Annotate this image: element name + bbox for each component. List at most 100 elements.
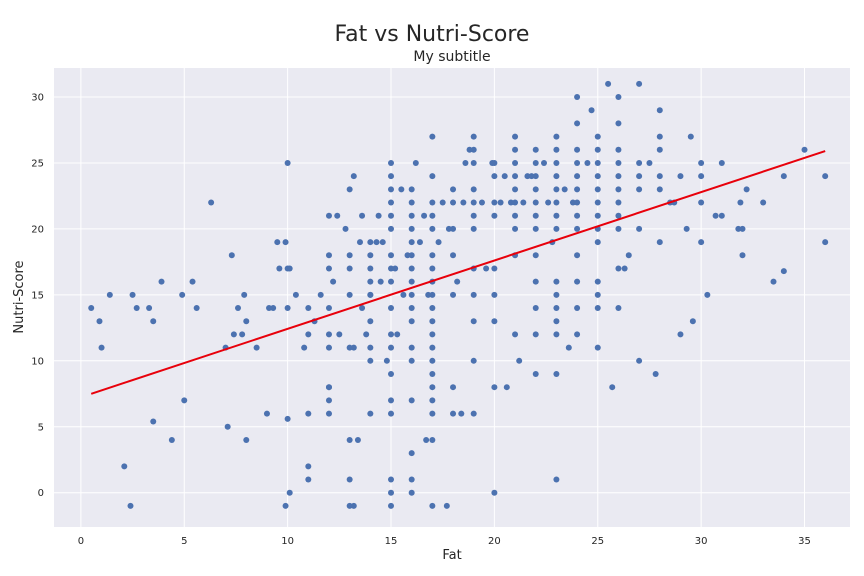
data-point (429, 397, 436, 404)
data-point (429, 291, 436, 298)
data-point (270, 305, 277, 312)
data-point (408, 318, 415, 325)
data-point (532, 252, 539, 259)
data-point (325, 331, 332, 338)
data-point (822, 239, 829, 246)
data-point (594, 199, 601, 206)
y-axis-label: Nutri-Score (12, 260, 27, 333)
data-point (497, 199, 504, 206)
data-point (388, 305, 395, 312)
data-point (698, 159, 705, 166)
data-point (450, 384, 457, 391)
data-point (388, 371, 395, 377)
data-point (565, 344, 572, 351)
data-point (400, 291, 407, 298)
x-tick-label: 10 (281, 536, 294, 547)
y-tick-label: 30 (31, 93, 44, 104)
data-point (266, 305, 273, 312)
data-point (574, 146, 581, 153)
data-point (301, 344, 308, 351)
data-point (450, 199, 457, 206)
data-point (408, 252, 415, 259)
data-point (208, 199, 215, 206)
data-point (636, 357, 643, 364)
data-point (305, 476, 312, 483)
data-point (305, 331, 312, 338)
x-axis-label: Fat (442, 548, 461, 563)
data-point (334, 212, 341, 219)
data-point (528, 173, 535, 180)
data-point (367, 278, 374, 285)
data-point (512, 199, 519, 206)
data-point (325, 265, 332, 272)
data-point (346, 476, 353, 483)
data-point (656, 133, 663, 140)
data-point (408, 265, 415, 272)
data-point (470, 186, 477, 193)
data-point (408, 450, 415, 457)
data-point (458, 410, 465, 417)
data-point (687, 133, 694, 140)
data-point (408, 212, 415, 219)
y-tick-label: 5 (38, 422, 44, 433)
data-point (336, 331, 343, 338)
data-point (636, 80, 643, 87)
data-point (569, 199, 576, 206)
data-point (470, 410, 477, 417)
data-point (625, 252, 632, 259)
y-tick-label: 15 (31, 290, 44, 301)
data-point (388, 331, 395, 338)
data-point (388, 159, 395, 166)
data-point (737, 199, 744, 206)
data-point (656, 107, 663, 114)
data-point (553, 318, 560, 325)
data-point (388, 212, 395, 219)
data-point (615, 225, 622, 232)
data-point (621, 265, 628, 272)
data-point (350, 502, 357, 509)
data-point (276, 265, 283, 272)
data-point (478, 199, 485, 206)
data-point (383, 357, 390, 364)
data-point (532, 331, 539, 338)
data-point (367, 357, 374, 364)
data-point (429, 173, 436, 180)
data-point (656, 239, 663, 246)
y-tick-label: 10 (31, 356, 44, 367)
data-point (532, 371, 539, 377)
y-tick-label: 20 (31, 224, 44, 235)
data-point (491, 384, 498, 391)
data-point (388, 489, 395, 496)
data-point (346, 252, 353, 259)
data-point (388, 278, 395, 285)
data-point (524, 173, 531, 180)
data-point (375, 212, 382, 219)
data-point (189, 278, 196, 285)
data-point (359, 212, 366, 219)
data-point (429, 318, 436, 325)
trend-line (90, 150, 826, 395)
data-point (460, 199, 467, 206)
data-point (553, 133, 560, 140)
data-point (408, 397, 415, 404)
data-point (325, 410, 332, 417)
data-point (388, 173, 395, 180)
data-point (363, 331, 370, 338)
data-point (450, 252, 457, 259)
data-point (346, 502, 353, 509)
data-point (652, 371, 659, 377)
data-point (429, 331, 436, 338)
data-point (532, 173, 539, 180)
data-point (121, 463, 128, 470)
data-point (253, 344, 260, 351)
data-point (284, 159, 291, 166)
data-point (235, 305, 242, 312)
data-point (286, 265, 293, 272)
data-point (429, 502, 436, 509)
data-point (491, 173, 498, 180)
data-point (98, 344, 105, 351)
data-point (735, 225, 742, 232)
data-point (408, 278, 415, 285)
data-point (106, 291, 113, 298)
data-point (615, 159, 622, 166)
